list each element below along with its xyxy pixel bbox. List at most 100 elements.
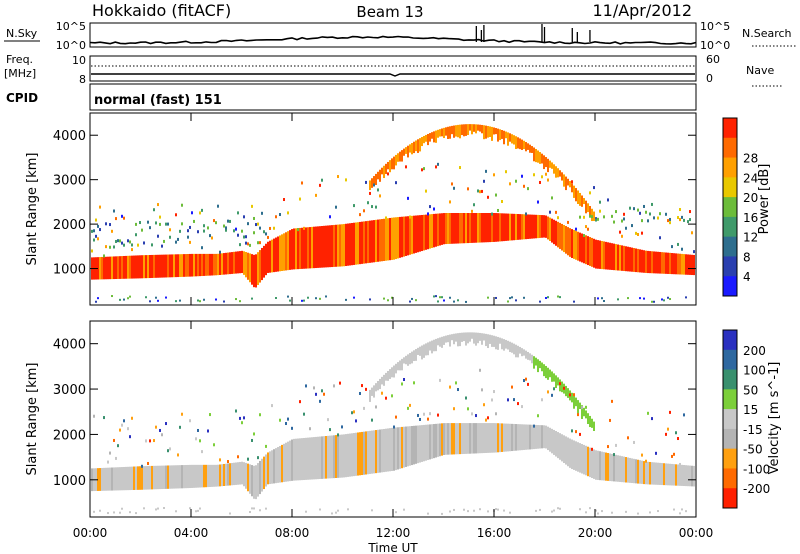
heatmap-point [679,208,681,212]
heatmap-point [427,512,429,515]
heatmap-point [629,206,631,210]
heatmap-column [429,214,431,249]
heatmap-column [455,213,457,244]
heatmap-point [369,191,371,195]
heatmap-column [407,216,409,256]
heatmap-column [311,437,313,480]
heatmap-point [673,508,675,511]
heatmap-column [225,463,227,486]
heatmap-column [197,253,199,277]
heatmap-arc [399,360,401,371]
heatmap-column [507,423,509,452]
heatmap-column [241,461,243,485]
heatmap-point [515,299,517,302]
heatmap-column [669,463,671,486]
heatmap-point [429,412,431,416]
heatmap-arc [433,131,435,143]
heatmap-point [667,296,669,299]
heatmap-point [219,250,221,254]
heatmap-point [97,237,99,241]
heatmap-point [153,208,155,212]
heatmap-column [467,423,469,454]
heatmap-column [245,252,247,278]
heatmap-column [609,242,611,270]
heatmap-point [165,222,167,226]
heatmap-point [649,212,651,216]
heatmap-column [543,215,545,238]
heatmap-point [681,247,683,251]
y-tick-label: 1000 [53,474,86,489]
heatmap-point [353,410,355,414]
heatmap-column [615,244,617,271]
heatmap-point [129,240,131,244]
heatmap-point [179,229,181,233]
heatmap-arc [557,377,559,386]
cpid-label: CPID [6,91,38,105]
colorbar-tick-label: 15 [743,403,758,417]
heatmap-column [327,435,329,479]
heatmap-column [141,466,143,490]
heatmap-column [545,425,547,449]
heatmap-arc [515,344,517,358]
heatmap-point [441,512,443,515]
heatmap-point [229,512,231,515]
heatmap-column [521,214,523,240]
heatmap-column [691,465,693,487]
heatmap-point [671,454,673,458]
heatmap-arc [503,130,505,145]
heatmap-point [259,413,261,417]
heatmap-point [657,216,659,220]
heatmap-point [487,195,489,199]
heatmap-arc [561,172,563,181]
heatmap-point [241,229,243,233]
heatmap-point [637,512,639,515]
heatmap-column [235,462,237,485]
heatmap-arc [555,166,557,178]
heatmap-arc [393,365,395,378]
heatmap-column [251,465,253,497]
heatmap-arc [579,192,581,206]
heatmap-point [591,215,593,219]
heatmap-column [489,213,491,243]
heatmap-column [227,252,229,275]
heatmap-point [253,216,255,220]
heatmap-arc [413,350,415,362]
heatmap-column [387,428,389,472]
heatmap-column [355,222,357,265]
heatmap-point [381,391,383,395]
heatmap-point [259,509,261,512]
heatmap-column [295,438,297,481]
heatmap-point [103,254,105,258]
heatmap-column [119,256,121,279]
nsearch-label: N.Search [742,27,792,40]
heatmap-column [471,213,473,243]
heatmap-column [371,220,373,263]
heatmap-arc [507,132,509,146]
heatmap-column [483,423,485,454]
heatmap-column [343,434,345,478]
nsky-tick-bottom: 10^0 [56,39,86,52]
heatmap-column [463,213,465,244]
heatmap-point [453,407,455,411]
heatmap-column [145,255,147,279]
heatmap-column [307,227,309,269]
heatmap-column [291,229,293,270]
heatmap-column [307,437,309,480]
heatmap-column [195,253,197,277]
heatmap-point [287,295,289,298]
heatmap-point [149,439,151,443]
heatmap-arc [417,347,419,355]
heatmap-column [357,432,359,476]
heatmap-point [263,230,265,234]
heatmap-column [323,225,325,268]
heatmap-arc [469,332,471,342]
heatmap-point [435,165,437,169]
heatmap-arc [561,381,563,393]
heatmap-column [689,254,691,275]
heatmap-point [663,299,665,302]
heatmap-column [511,213,513,241]
heatmap-column [435,213,437,247]
heatmap-point [303,299,305,302]
heatmap-column [313,226,315,269]
heatmap-point [523,379,525,383]
